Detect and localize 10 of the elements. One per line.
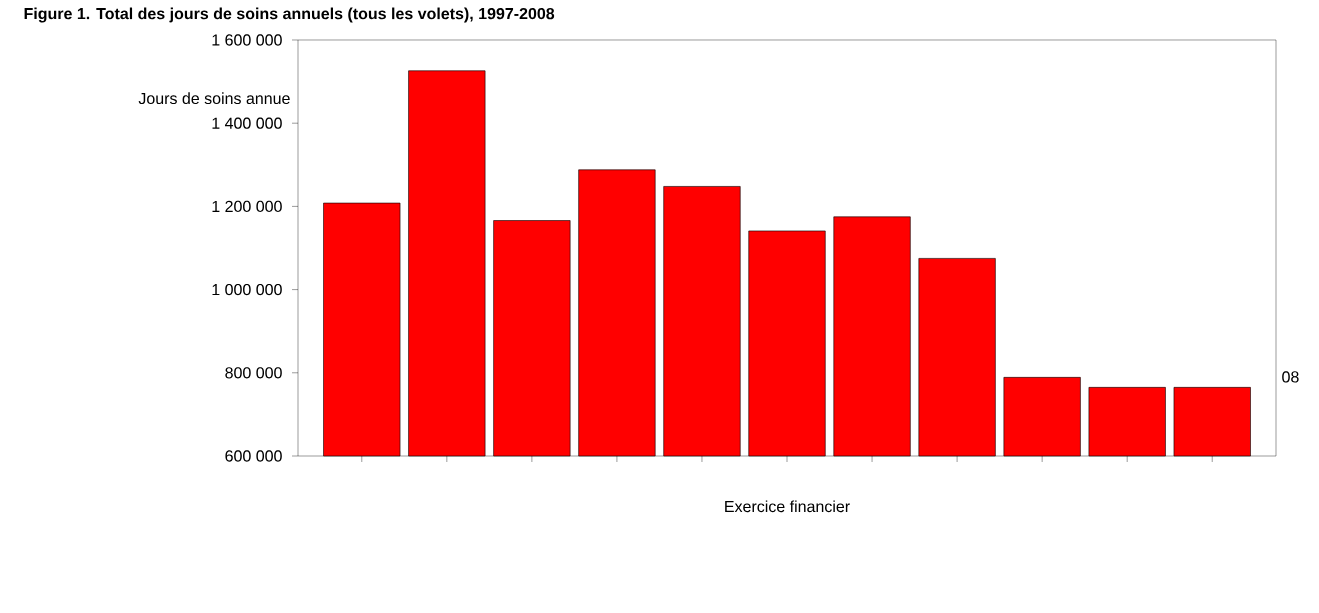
y-tick-label: 800 000 — [225, 367, 282, 379]
y-tick-label: 1 400 000 — [212, 117, 282, 129]
y-axis-title: Jours de soins annue — [138, 92, 290, 105]
x-axis-title: Exercice financier — [725, 500, 850, 513]
y-tick-label: 1 200 000 — [212, 200, 282, 213]
y-tick-label: 1 600 000 — [212, 34, 282, 46]
text: 08 — [1282, 371, 1299, 383]
y-tick-label: 1 000 000 — [212, 283, 282, 296]
chart-title: Figure 1. Total des jours de soins annuels (tous les volets), 1997-2008 — [24, 7, 555, 23]
y-tick-label: 600 000 — [225, 450, 282, 462]
